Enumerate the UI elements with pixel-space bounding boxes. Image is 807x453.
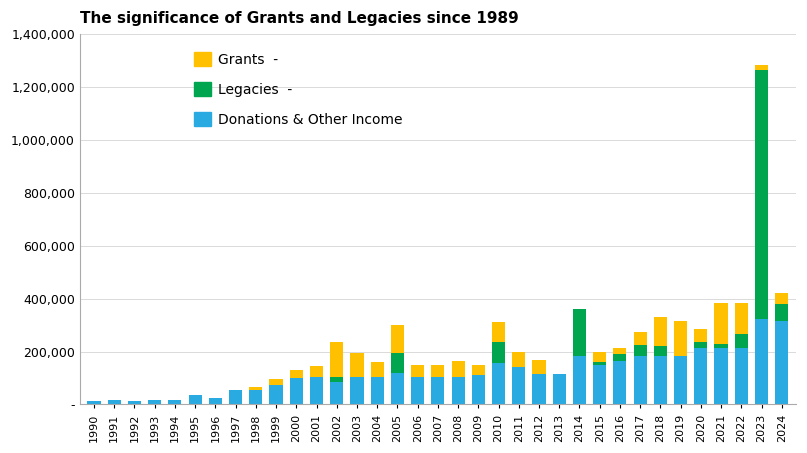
Bar bbox=[128, 400, 141, 405]
Bar bbox=[613, 354, 626, 361]
Bar bbox=[714, 303, 728, 344]
Bar bbox=[633, 332, 646, 345]
Bar bbox=[249, 390, 262, 405]
Bar bbox=[270, 385, 282, 405]
Bar bbox=[613, 361, 626, 405]
Bar bbox=[714, 347, 728, 405]
Bar bbox=[229, 390, 242, 405]
Bar bbox=[310, 377, 323, 405]
Bar bbox=[310, 366, 323, 377]
Bar bbox=[391, 353, 404, 373]
Bar bbox=[330, 377, 343, 382]
Bar bbox=[492, 323, 505, 342]
Bar bbox=[512, 367, 525, 405]
Bar bbox=[755, 70, 768, 318]
Bar bbox=[593, 362, 606, 365]
Bar bbox=[472, 365, 485, 376]
Bar bbox=[734, 334, 748, 347]
Bar bbox=[370, 362, 384, 377]
Bar bbox=[633, 345, 646, 356]
Bar bbox=[370, 377, 384, 405]
Bar bbox=[472, 376, 485, 405]
Bar bbox=[492, 363, 505, 405]
Bar bbox=[411, 365, 424, 377]
Bar bbox=[411, 377, 424, 405]
Bar bbox=[776, 321, 788, 405]
Bar bbox=[431, 365, 445, 377]
Bar bbox=[189, 395, 202, 405]
Bar bbox=[694, 329, 708, 342]
Bar bbox=[674, 356, 688, 405]
Bar bbox=[633, 356, 646, 405]
Bar bbox=[573, 309, 586, 356]
Bar bbox=[533, 374, 546, 405]
Bar bbox=[613, 347, 626, 354]
Bar bbox=[290, 378, 303, 405]
Bar bbox=[654, 356, 667, 405]
Bar bbox=[492, 342, 505, 363]
Bar bbox=[391, 373, 404, 405]
Bar bbox=[330, 382, 343, 405]
Bar bbox=[694, 342, 708, 347]
Bar bbox=[674, 321, 688, 356]
Bar bbox=[776, 304, 788, 321]
Bar bbox=[249, 387, 262, 390]
Bar bbox=[593, 352, 606, 362]
Bar bbox=[169, 400, 182, 405]
Bar bbox=[533, 360, 546, 374]
Bar bbox=[452, 377, 465, 405]
Bar bbox=[734, 303, 748, 334]
Bar bbox=[350, 377, 363, 405]
Bar bbox=[270, 379, 282, 385]
Bar bbox=[654, 346, 667, 356]
Bar bbox=[593, 365, 606, 405]
Bar bbox=[654, 317, 667, 346]
Bar bbox=[290, 370, 303, 378]
Bar bbox=[209, 398, 222, 405]
Bar bbox=[714, 344, 728, 347]
Bar bbox=[512, 352, 525, 367]
Bar bbox=[776, 294, 788, 304]
Bar bbox=[573, 356, 586, 405]
Text: The significance of Grants and Legacies since 1989: The significance of Grants and Legacies … bbox=[80, 11, 519, 26]
Bar bbox=[553, 374, 566, 405]
Bar bbox=[755, 65, 768, 70]
Bar bbox=[350, 353, 363, 377]
Bar bbox=[734, 347, 748, 405]
Bar bbox=[330, 342, 343, 377]
Bar bbox=[148, 400, 161, 405]
Bar bbox=[431, 377, 445, 405]
Bar bbox=[391, 325, 404, 353]
Legend: Grants  -, Legacies  -, Donations & Other Income: Grants -, Legacies -, Donations & Other … bbox=[187, 45, 409, 134]
Bar bbox=[755, 318, 768, 405]
Bar bbox=[87, 400, 101, 405]
Bar bbox=[107, 400, 121, 405]
Bar bbox=[452, 361, 465, 377]
Bar bbox=[694, 347, 708, 405]
